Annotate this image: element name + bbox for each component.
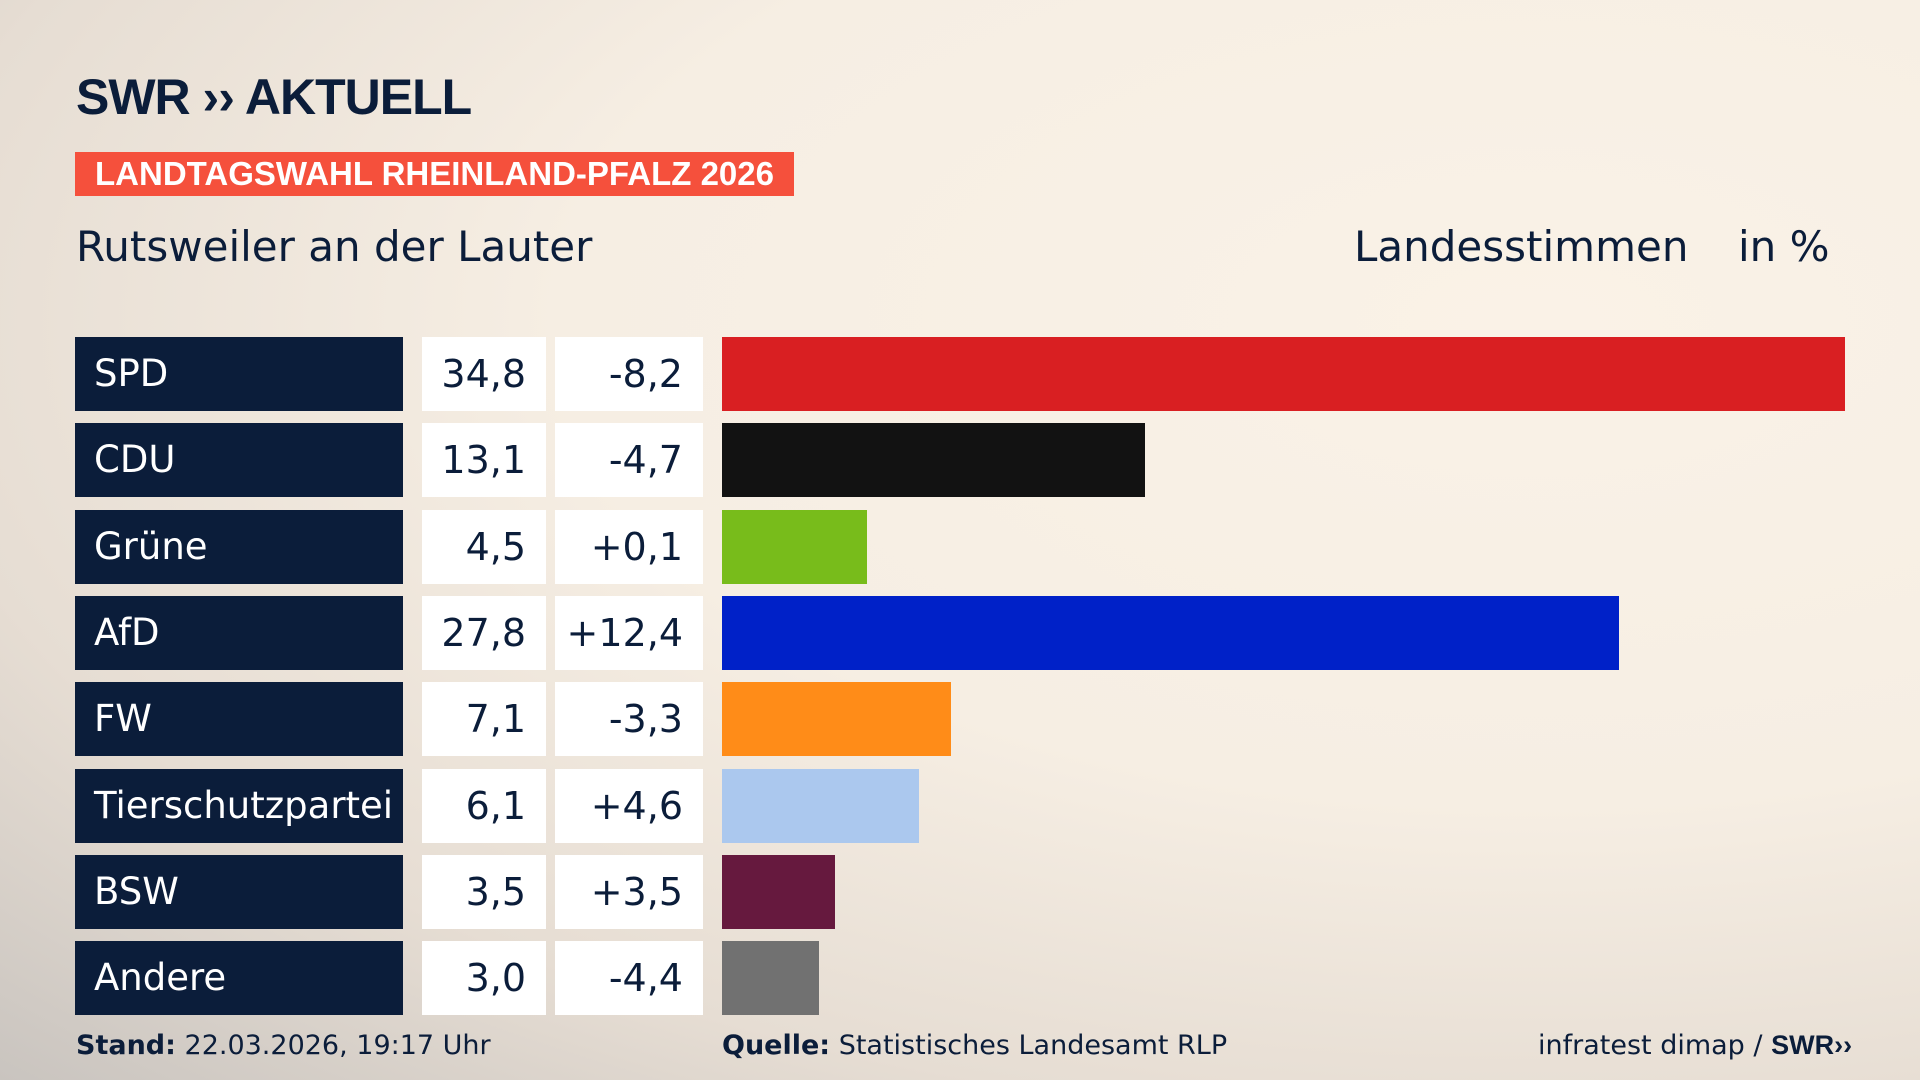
swr-logo: SWR›› bbox=[1771, 1030, 1853, 1060]
bar-afd bbox=[722, 595, 1620, 670]
party-row: AfD 27,8 +12,4 bbox=[0, 595, 1920, 670]
party-name: CDU bbox=[75, 423, 403, 498]
credit-text: infratest dimap / bbox=[1538, 1030, 1772, 1061]
vote-change: +4,6 bbox=[555, 768, 703, 843]
bar-bsw bbox=[722, 854, 835, 929]
vote-change: +0,1 bbox=[555, 509, 703, 584]
bar-fw bbox=[722, 682, 952, 757]
bar-cdu bbox=[722, 423, 1145, 498]
stand-label: Stand: bbox=[76, 1030, 176, 1061]
source: Quelle: Statistisches Landesamt RLP bbox=[722, 1030, 1227, 1061]
timestamp: Stand: 22.03.2026, 19:17 Uhr bbox=[76, 1030, 491, 1061]
party-row: Tierschutzpartei 6,1 +4,6 bbox=[0, 768, 1920, 843]
party-row: CDU 13,1 -4,7 bbox=[0, 423, 1920, 498]
source-label: Quelle: bbox=[722, 1030, 831, 1061]
bar-tierschutzpartei bbox=[722, 768, 919, 843]
source-value: Statistisches Landesamt RLP bbox=[838, 1030, 1228, 1061]
party-name: Grüne bbox=[75, 509, 403, 584]
party-name: FW bbox=[75, 682, 403, 757]
party-name: Tierschutzpartei bbox=[75, 768, 403, 843]
vote-share: 3,5 bbox=[422, 854, 546, 929]
party-row: SPD 34,8 -8,2 bbox=[0, 337, 1920, 411]
vote-change: +12,4 bbox=[555, 595, 703, 670]
party-name: SPD bbox=[75, 337, 403, 411]
vote-share: 6,1 bbox=[422, 768, 546, 843]
party-name: BSW bbox=[75, 854, 403, 929]
vote-change: -8,2 bbox=[555, 337, 703, 411]
party-row: Grüne 4,5 +0,1 bbox=[0, 509, 1920, 584]
vote-share: 13,1 bbox=[422, 423, 546, 498]
vote-change: -3,3 bbox=[555, 682, 703, 757]
party-name: Andere bbox=[75, 941, 403, 1016]
vote-share: 7,1 bbox=[422, 682, 546, 757]
election-banner: LANDTAGSWAHL RHEINLAND-PFALZ 2026 bbox=[75, 152, 794, 196]
bar-spd bbox=[722, 337, 1845, 411]
vote-type-label: Landesstimmen bbox=[1354, 222, 1689, 271]
vote-share: 3,0 bbox=[422, 941, 546, 1016]
party-row: Andere 3,0 -4,4 bbox=[0, 941, 1920, 1016]
bar-andere bbox=[722, 941, 819, 1016]
party-row: BSW 3,5 +3,5 bbox=[0, 854, 1920, 929]
municipality-title: Rutsweiler an der Lauter bbox=[76, 222, 593, 271]
vote-share: 4,5 bbox=[422, 509, 546, 584]
vote-change: -4,4 bbox=[555, 941, 703, 1016]
vote-change: -4,7 bbox=[555, 423, 703, 498]
vote-change: +3,5 bbox=[555, 854, 703, 929]
swr-aktuell-logo: SWR ›› AKTUELL bbox=[76, 69, 472, 125]
vote-share: 27,8 bbox=[422, 595, 546, 670]
party-name: AfD bbox=[75, 595, 403, 670]
party-row: FW 7,1 -3,3 bbox=[0, 682, 1920, 757]
bar-grüne bbox=[722, 509, 868, 584]
stand-value: 22.03.2026, 19:17 Uhr bbox=[184, 1030, 491, 1061]
vote-share: 34,8 bbox=[422, 337, 546, 411]
unit-label: in % bbox=[1738, 222, 1830, 271]
credit: infratest dimap / SWR›› bbox=[1538, 1030, 1852, 1061]
